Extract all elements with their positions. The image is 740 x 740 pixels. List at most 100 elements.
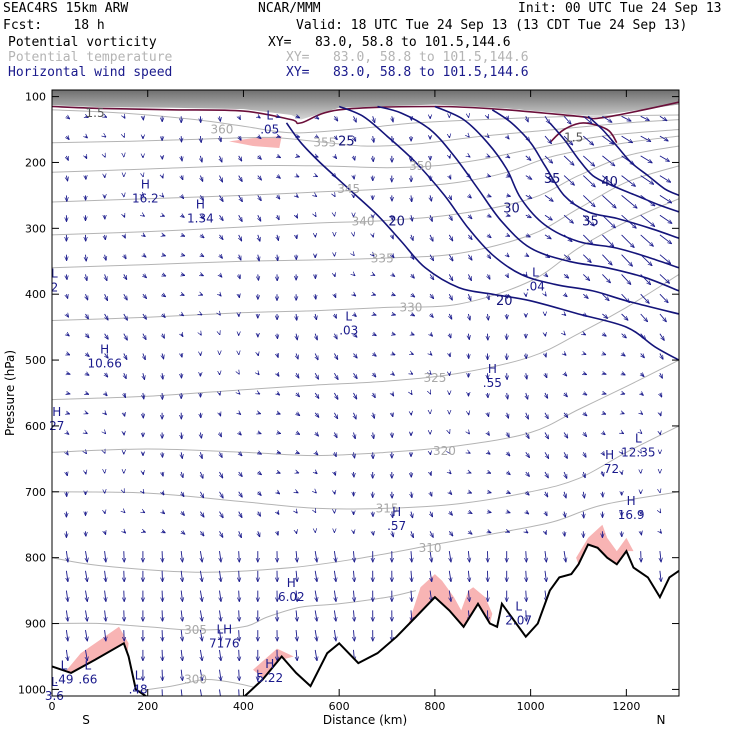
stratosphere-shading: [52, 90, 679, 120]
wind-vector: [641, 373, 644, 376]
wind-vector: [621, 333, 627, 338]
wind-vector: [220, 175, 223, 182]
wind-vector: [449, 452, 450, 453]
wind-vector: [373, 392, 376, 398]
wind-vector: [239, 413, 241, 415]
wind-vector: [105, 590, 106, 602]
wind-vector: [315, 492, 316, 493]
pv-shaded-region: [229, 136, 282, 148]
x-tick-label: 1000: [517, 700, 545, 713]
wind-vector: [622, 393, 625, 394]
wind-vector: [392, 274, 395, 276]
wind-vector: [296, 492, 298, 493]
wind-vector: [277, 195, 280, 199]
wind-vector: [123, 313, 128, 320]
wind-vector: [660, 531, 662, 533]
wind-vector: [181, 610, 182, 621]
wind-vector: [181, 235, 185, 236]
wind-vector: [621, 175, 636, 187]
theta-contour: [52, 165, 679, 269]
wind-vector: [545, 570, 546, 582]
wind-vector: [334, 432, 337, 438]
wind-vector: [239, 630, 240, 641]
wind-vector: [219, 214, 224, 220]
wind-vector: [296, 195, 298, 197]
wind-vector: [544, 175, 553, 183]
wind-vector: [507, 274, 509, 277]
wind-vector: [468, 274, 471, 280]
pv-extremum-letter: H: [265, 657, 274, 671]
theta-contour: [52, 590, 416, 631]
wind-vector: [315, 372, 318, 379]
wind-vector: [162, 531, 165, 532]
pv-extremum-letter: H: [392, 505, 401, 519]
wind-vector: [659, 115, 667, 120]
wind-vector: [544, 135, 551, 143]
wind-vector: [315, 452, 318, 455]
wind-vector: [354, 570, 355, 582]
wind-vector: [162, 512, 165, 514]
wind-vector: [239, 433, 242, 436]
wind-vector: [640, 135, 651, 141]
wind-vector: [334, 630, 336, 641]
wind-vector: [411, 491, 412, 498]
wind-vector: [392, 215, 393, 220]
wind-vector: [162, 215, 164, 216]
wind-vector: [314, 392, 319, 398]
wind-vector: [468, 313, 470, 320]
wind-vector: [105, 116, 107, 117]
wind-vector: [621, 234, 635, 248]
wind-speed-label: 25: [338, 134, 355, 149]
valid-time: Valid: 18 UTC Tue 24 Sep 13 (13 CDT Tue …: [296, 18, 688, 33]
wind-vector: [621, 135, 633, 143]
wind-vector: [239, 491, 243, 497]
theta-contour: [52, 129, 679, 173]
wind-vector: [143, 512, 145, 513]
wind-vector: [277, 333, 278, 339]
wind-vector: [200, 334, 201, 335]
wind-vector: [315, 156, 318, 157]
wind-vector: [526, 471, 530, 476]
wind-vector: [468, 176, 470, 178]
wind-vector: [66, 610, 68, 621]
wind-vector: [641, 353, 645, 358]
wind-vector: [640, 115, 650, 120]
wind-vector: [583, 354, 586, 355]
wind-vector: [66, 472, 67, 476]
pv-extremum-letter: H: [100, 342, 109, 356]
wind-vector: [449, 512, 452, 516]
wind-vector: [641, 393, 644, 395]
wind-vector: [296, 136, 300, 137]
wind-vector: [181, 531, 185, 534]
wind-vector: [354, 155, 355, 160]
wind-vector: [220, 393, 221, 395]
theta-contour: [52, 145, 679, 236]
wind-vector: [430, 195, 431, 201]
wind-vector: [124, 116, 125, 118]
wind-vector: [507, 294, 508, 298]
wind-vector: [86, 610, 88, 621]
wind-vector: [373, 531, 374, 535]
wind-vector: [162, 255, 165, 256]
wind-vector: [105, 234, 106, 240]
wind-vector: [220, 294, 222, 296]
wind-vector: [392, 255, 394, 258]
wind-vector: [430, 491, 432, 496]
wind-vector: [660, 393, 662, 397]
wind-vector: [354, 392, 357, 399]
wind-vector: [277, 136, 280, 137]
wind-vector: [582, 234, 593, 245]
wind-vector: [143, 313, 147, 319]
wind-vector: [659, 274, 670, 283]
wind-vector: [334, 294, 335, 297]
wind-vector: [220, 689, 222, 696]
wind-vector: [488, 433, 490, 436]
wind-vector: [220, 155, 222, 162]
wind-vector: [315, 294, 316, 299]
wind-vector: [66, 155, 68, 160]
wind-vector: [582, 254, 591, 263]
wind-vector: [239, 294, 240, 297]
wind-vector: [507, 116, 509, 120]
wind-vector: [66, 294, 67, 298]
wind-vector: [239, 551, 240, 562]
